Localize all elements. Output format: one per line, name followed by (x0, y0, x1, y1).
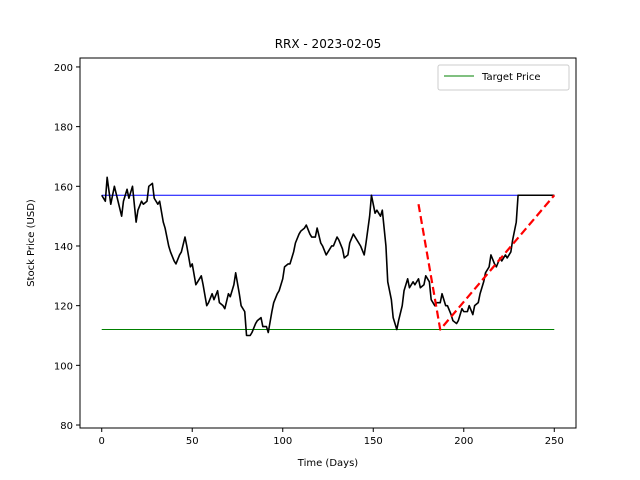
x-tick-label: 250 (545, 436, 564, 447)
y-tick-label: 120 (54, 302, 73, 313)
x-axis-ticks: 0 50 100 150 200 250 (99, 428, 564, 447)
projection-series-line (417, 194, 556, 331)
x-tick-label: 100 (273, 436, 292, 447)
y-tick-label: 180 (54, 123, 73, 134)
y-tick-label: 200 (54, 63, 73, 74)
x-tick-label: 150 (364, 436, 383, 447)
legend-box (437, 64, 570, 91)
y-tick-label: 160 (54, 182, 73, 193)
y-tick-label: 100 (54, 361, 73, 372)
x-tick-label: 0 (99, 436, 105, 447)
series-layer (101, 176, 556, 337)
x-tick-label: 200 (454, 436, 473, 447)
legend: Target Price (437, 64, 570, 91)
x-axis-label: Time (Days) (297, 458, 359, 469)
plot-frame (79, 57, 577, 429)
chart-title: RRX - 2023-02-05 (275, 37, 382, 51)
y-axis-ticks: 80 100 120 140 160 180 200 (54, 63, 80, 432)
price-series-line (101, 176, 555, 337)
y-axis-label: Stock Price (USD) (26, 199, 37, 287)
x-tick-label: 50 (186, 436, 199, 447)
legend-label-target: Target Price (481, 72, 541, 83)
y-tick-label: 140 (54, 242, 73, 253)
y-tick-label: 80 (60, 421, 73, 432)
